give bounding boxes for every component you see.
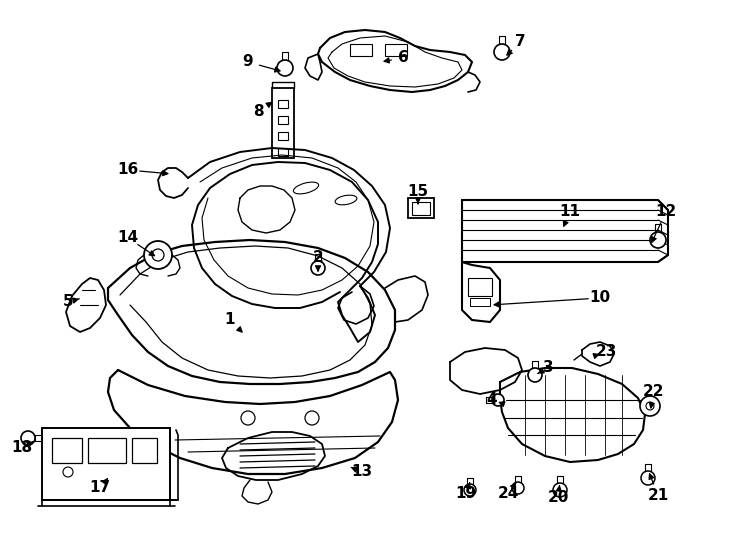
Bar <box>278 148 288 156</box>
Text: 19: 19 <box>455 487 476 502</box>
Text: 10: 10 <box>589 291 611 306</box>
Text: 24: 24 <box>498 487 519 502</box>
Text: 23: 23 <box>595 345 617 360</box>
Text: 8: 8 <box>252 105 264 119</box>
Circle shape <box>641 471 655 485</box>
Bar <box>278 116 288 124</box>
Text: 2: 2 <box>313 251 324 266</box>
Bar <box>132 438 157 463</box>
Circle shape <box>464 484 476 496</box>
Circle shape <box>311 261 325 275</box>
Text: 3: 3 <box>542 361 553 375</box>
Circle shape <box>553 483 567 497</box>
Text: 22: 22 <box>643 384 665 400</box>
Bar <box>350 44 372 56</box>
Text: 1: 1 <box>225 313 236 327</box>
Bar <box>52 438 82 463</box>
Circle shape <box>277 60 293 76</box>
Text: 6: 6 <box>398 51 408 65</box>
Circle shape <box>144 241 172 269</box>
Circle shape <box>512 482 524 494</box>
Text: 17: 17 <box>90 481 111 496</box>
Bar <box>42 428 170 500</box>
Text: 13: 13 <box>352 464 373 480</box>
Text: 16: 16 <box>117 163 139 178</box>
Ellipse shape <box>335 195 357 205</box>
Text: 11: 11 <box>559 205 581 219</box>
Bar <box>278 132 288 140</box>
Text: 15: 15 <box>407 185 429 199</box>
Circle shape <box>241 411 255 425</box>
Text: 21: 21 <box>647 488 669 503</box>
Text: 12: 12 <box>655 205 677 219</box>
Circle shape <box>640 396 660 416</box>
Bar <box>272 88 294 158</box>
Text: 7: 7 <box>515 35 526 50</box>
Text: 20: 20 <box>548 490 569 505</box>
Bar <box>412 202 430 215</box>
Text: 18: 18 <box>12 441 32 456</box>
Circle shape <box>528 368 542 382</box>
Bar <box>468 278 492 296</box>
Bar <box>408 198 434 218</box>
Circle shape <box>492 394 504 406</box>
Text: 14: 14 <box>117 231 139 246</box>
Bar <box>88 438 126 463</box>
Text: 4: 4 <box>487 393 498 408</box>
Bar <box>278 100 288 108</box>
Circle shape <box>494 44 510 60</box>
Circle shape <box>305 411 319 425</box>
Bar <box>385 44 407 56</box>
Circle shape <box>152 249 164 261</box>
Ellipse shape <box>294 182 319 194</box>
Text: 5: 5 <box>62 294 73 309</box>
Circle shape <box>21 431 35 445</box>
Circle shape <box>646 402 654 410</box>
Circle shape <box>63 467 73 477</box>
Text: 9: 9 <box>243 55 253 70</box>
Bar <box>470 298 490 306</box>
Circle shape <box>650 232 666 248</box>
